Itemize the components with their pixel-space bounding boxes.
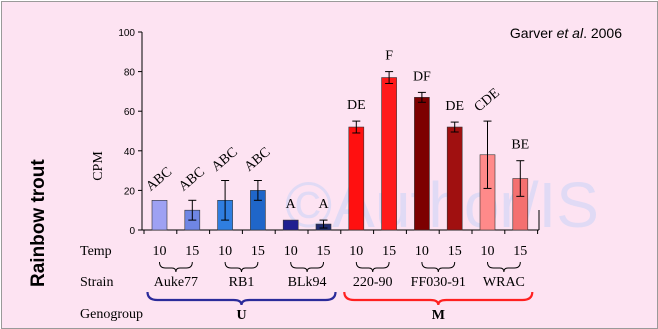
bar (151, 200, 168, 231)
strain-label: WRAC (483, 275, 525, 290)
strain-label: BLk94 (288, 275, 327, 290)
significance-letter: ABC (242, 145, 274, 175)
bar (446, 126, 463, 231)
temp-label: 10 (284, 244, 298, 259)
side-label: Rainbow trout (28, 159, 49, 287)
y-tick-label: 100 (118, 28, 135, 39)
strain-brace (159, 261, 193, 273)
significance-letter: CDE (472, 86, 503, 115)
temp-label: 15 (317, 244, 331, 259)
axes: 0 20 40 60 80 100 (118, 28, 540, 237)
genogroup-label: U (236, 308, 246, 323)
genogroup-row-label: Genogroup (80, 307, 143, 322)
strain-label: RB1 (229, 275, 255, 290)
temp-label: 10 (153, 244, 167, 259)
strain-label: Auke77 (154, 275, 198, 290)
strain-brace (355, 261, 390, 273)
temp-label: 10 (481, 244, 495, 259)
strain-label: 220-90 (353, 275, 393, 290)
y-tick-label: 40 (124, 147, 136, 158)
y-tick-label: 60 (124, 107, 136, 118)
strain-brace (421, 261, 456, 273)
y-axis-label: CPM (91, 151, 106, 181)
significance-letter: ABC (143, 165, 175, 195)
significance-letter: DE (347, 98, 366, 113)
watermark: ©Author/IS (285, 169, 599, 241)
significance-letter: A (318, 197, 329, 212)
temp-label: 10 (218, 244, 232, 259)
genogroup-label: M (432, 308, 445, 323)
significance-letter: ABC (209, 145, 241, 175)
strain-row-label: Strain (80, 275, 113, 290)
temp-label: 10 (415, 244, 429, 259)
temp-label: 10 (349, 244, 363, 259)
bars (151, 71, 529, 231)
strain-label: FF030-91 (411, 275, 466, 290)
strain-brace (487, 261, 521, 273)
temp-label: 15 (448, 244, 462, 259)
significance-letter: DE (445, 99, 464, 114)
significance-letter: BE (511, 138, 529, 153)
bar (381, 77, 397, 231)
significance-letter: F (385, 49, 393, 64)
bar (282, 219, 299, 231)
strain-brace (290, 261, 324, 273)
genogroup-brace (146, 291, 337, 306)
x-axis-rows: 10 15 10 15 10 15 10 15 10 15 10 15 Auke77 RB1 BLk94 22… (146, 244, 534, 323)
temp-label: 15 (513, 244, 527, 259)
genogroup-brace (343, 291, 534, 306)
temp-row-label: Temp (80, 244, 112, 259)
bar (414, 97, 430, 231)
citation: Garver et al. 2006 (510, 25, 622, 41)
temp-label: 15 (251, 244, 265, 259)
significance-letter: A (286, 197, 297, 212)
strain-brace (224, 261, 259, 273)
significance-letter: DF (413, 69, 431, 84)
temp-label: 15 (382, 244, 396, 259)
temp-label: 15 (185, 244, 199, 259)
y-tick-label: 0 (129, 226, 135, 237)
bar (348, 126, 365, 231)
y-tick-label: 80 (124, 68, 136, 79)
y-tick-label: 20 (124, 186, 136, 197)
significance-letter: ABC (176, 165, 208, 195)
